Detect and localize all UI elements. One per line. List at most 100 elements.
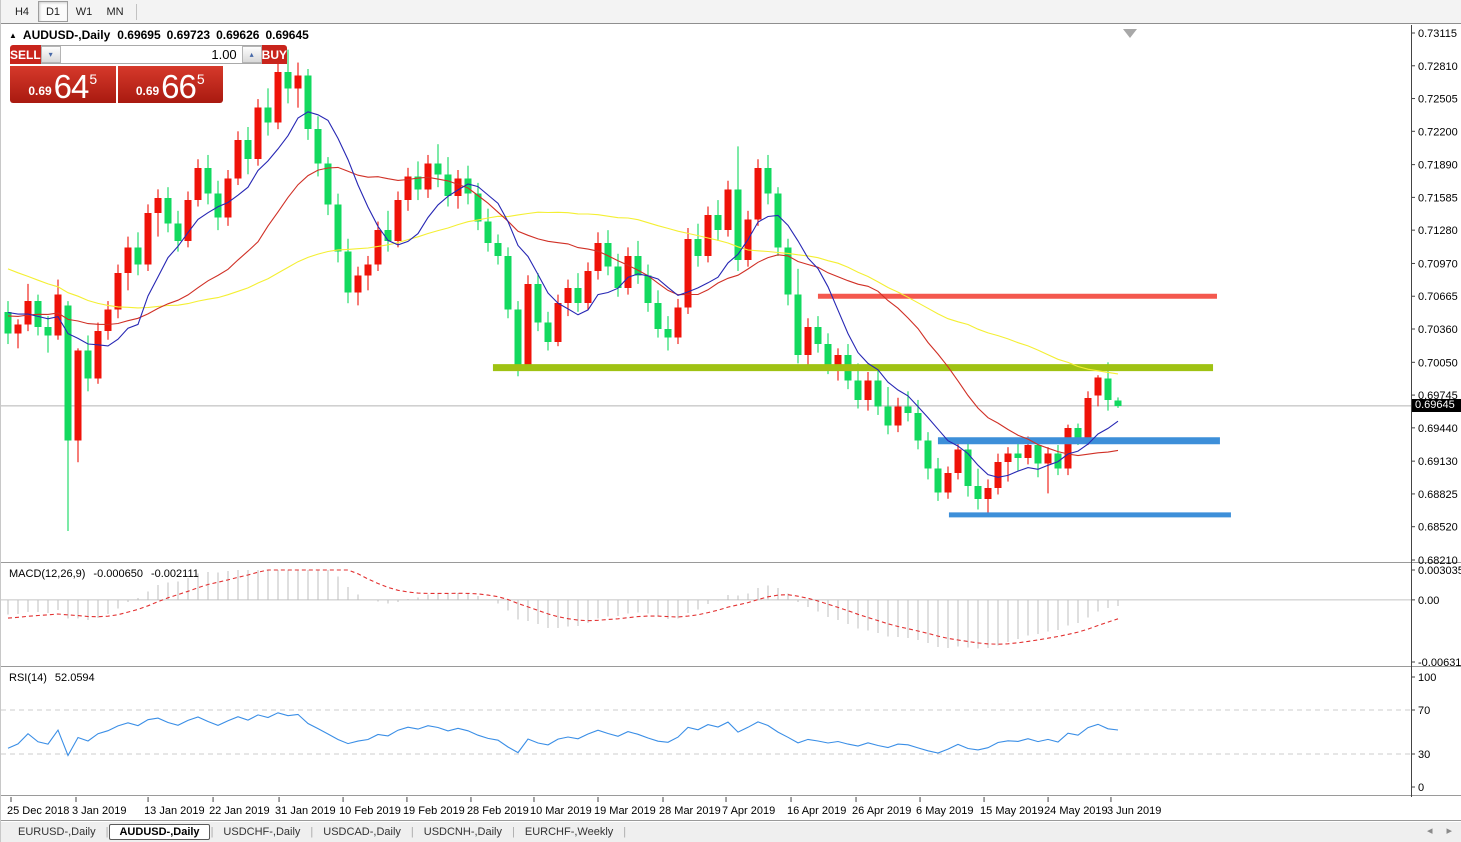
tab-separator: |	[512, 825, 515, 838]
price-tick-label: 0.69440	[1418, 423, 1458, 435]
candle-body	[604, 243, 612, 267]
tab-audusd-daily[interactable]: AUDUSD-,Daily	[109, 823, 210, 840]
candle-body	[574, 288, 582, 304]
chart-canvas[interactable]: 0.73115 0.72810 0.72505 0.72200 0.71890 0.715…	[1, 25, 1461, 820]
date-tick-label: 3 Jan 2019	[72, 805, 126, 817]
sell-price-big: 64	[53, 68, 90, 105]
candle-body	[964, 449, 972, 486]
macd-tick-label: 0.00	[1418, 595, 1439, 607]
candle-body	[254, 107, 262, 160]
buy-button[interactable]: BUY	[261, 45, 288, 64]
date-tick-label: 28 Feb 2019	[467, 805, 529, 817]
tab-usdcad-daily[interactable]: USDCAD-,Daily	[323, 825, 401, 838]
chart-shift-icon[interactable]	[1123, 29, 1137, 38]
candle-body	[354, 275, 362, 293]
timeframe-mn[interactable]: MN	[106, 5, 124, 18]
candle-body	[714, 215, 722, 231]
timeframe-w1[interactable]: W1	[75, 5, 93, 18]
rsi-tick-label: 70	[1418, 705, 1430, 717]
tab-scroll-right-button[interactable]: ▸	[1446, 825, 1452, 837]
date-tick-label: 25 Dec 2018	[7, 805, 69, 817]
sell-price-box[interactable]: 0.69 64 5	[10, 66, 116, 103]
one-click-trading-panel: SELL ▾ ▴ BUY 0.69 64 5 0.69 66 5	[10, 45, 288, 103]
candle-body	[694, 238, 702, 256]
price-tick-label: 0.72200	[1418, 126, 1458, 138]
price-tick-label: 0.70665	[1418, 291, 1458, 303]
candle-body	[404, 176, 412, 201]
tab-usdchf-daily[interactable]: USDCHF-,Daily	[223, 825, 301, 838]
price-tick-label: 0.71890	[1418, 160, 1458, 172]
candle-body	[294, 75, 302, 89]
candle-body	[514, 309, 522, 366]
candle-body	[334, 204, 342, 252]
candle-body	[774, 193, 782, 248]
volume-increase-button[interactable]: ▴	[241, 46, 262, 63]
sell-button[interactable]: SELL	[10, 45, 41, 64]
candle-body	[1044, 453, 1052, 464]
candle-body	[1074, 427, 1082, 439]
tab-eurusd-daily[interactable]: EURUSD-,Daily	[18, 825, 96, 838]
volume-decrease-button[interactable]: ▾	[40, 46, 61, 63]
candle-body	[1094, 377, 1102, 396]
candle-body	[134, 247, 142, 265]
candle-body	[384, 230, 392, 241]
candle-body	[444, 174, 452, 196]
date-tick-label: 22 Jan 2019	[209, 805, 270, 817]
macd-value-main: -0.000650	[93, 568, 143, 580]
rsi-tick-label: 0	[1418, 782, 1424, 794]
moving-average-line	[7, 211, 1119, 375]
macd-value-signal: -0.002111	[150, 568, 199, 580]
candle-body	[124, 247, 132, 274]
volume-input[interactable]	[60, 46, 242, 63]
macd-name: MACD(12,26,9)	[9, 568, 86, 580]
timeframe-toolbar: H4 D1 W1 MN	[1, 0, 1461, 24]
tab-scroll-left-button[interactable]: ◂	[1426, 825, 1433, 837]
candle-body	[874, 380, 882, 407]
timeframe-button-group: H4 D1 W1 MN	[7, 1, 130, 22]
candle-body	[754, 167, 762, 220]
candle-body	[944, 472, 952, 493]
candle-body	[734, 189, 742, 261]
candle-body	[44, 326, 52, 336]
price-tick-label: 0.72810	[1418, 61, 1458, 73]
tab-usdcnh-daily[interactable]: USDCNH-,Daily	[423, 825, 502, 838]
tab-separator: |	[410, 825, 414, 838]
candle-body	[584, 270, 592, 304]
collapse-triangle-icon[interactable]: ▲	[9, 30, 17, 40]
candle-body	[834, 354, 842, 366]
candle-body	[74, 350, 82, 441]
price-tick-label: 0.68825	[1418, 489, 1458, 501]
candle-body	[504, 255, 512, 310]
candle-body	[954, 449, 962, 473]
candle-body	[374, 230, 382, 265]
candle-body	[474, 193, 482, 222]
candle-body	[64, 305, 72, 441]
rsi-tick-label: 30	[1418, 749, 1430, 761]
ohlc-low: 0.69626	[216, 28, 260, 42]
tab-separator: |	[105, 825, 109, 838]
candle-body	[534, 283, 542, 323]
timeframe-d1[interactable]: D1	[38, 1, 68, 22]
date-tick-label: 19 Feb 2019	[403, 805, 465, 817]
price-tick-label: 0.71280	[1418, 225, 1458, 237]
candle-body	[214, 193, 222, 218]
candle-body	[614, 266, 622, 289]
candle-body	[804, 326, 812, 355]
candle-body	[984, 488, 992, 499]
candle-body	[394, 200, 402, 241]
candle-body	[864, 380, 872, 400]
candle-body	[564, 288, 572, 304]
date-tick-label: 10 Mar 2019	[530, 805, 592, 817]
candle-body	[274, 72, 282, 123]
buy-price-prefix: 0.69	[135, 84, 160, 98]
date-tick-label: 13 Jan 2019	[144, 805, 205, 817]
candle-body	[674, 307, 682, 338]
date-tick-label: 31 Jan 2019	[275, 805, 336, 817]
symbol-tabbar: EURUSD-,Daily | AUDUSD-,Daily | USDCHF-,Dail…	[1, 820, 1461, 842]
date-tick-label: 26 Apr 2019	[852, 805, 911, 817]
buy-price-box[interactable]: 0.69 66 5	[117, 66, 223, 103]
candle-body	[324, 163, 332, 205]
tab-eurchf-weekly[interactable]: EURCHF-,Weekly	[524, 825, 614, 838]
timeframe-h4[interactable]: H4	[14, 5, 30, 18]
